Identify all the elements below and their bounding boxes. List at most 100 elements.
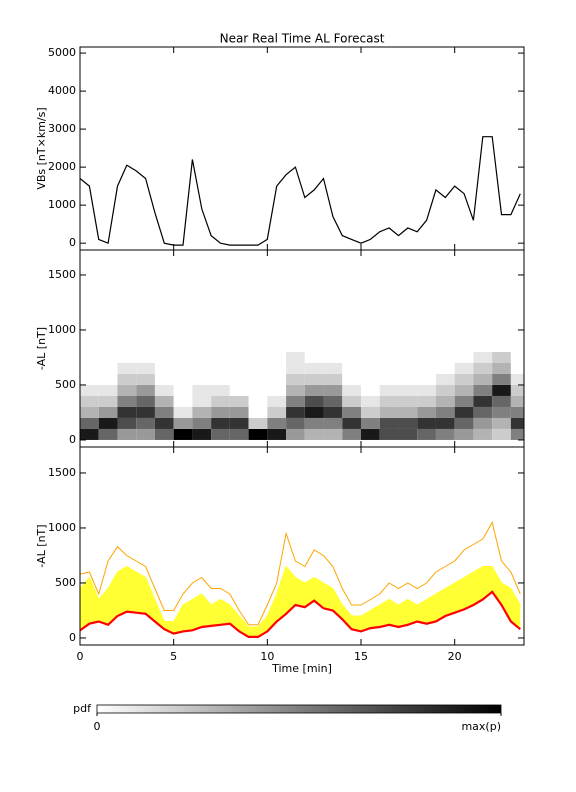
y-tick-label: 1500	[48, 466, 76, 479]
y-tick-label: 5000	[48, 46, 76, 59]
pdf-cell	[173, 384, 193, 396]
pdf-cell	[229, 362, 249, 374]
pdf-cell	[211, 373, 230, 385]
pdf-cell	[398, 395, 418, 407]
pdf-cell	[136, 351, 155, 363]
pdf-cell	[211, 417, 230, 429]
pdf-cell	[379, 406, 399, 418]
colorbar	[96, 704, 502, 714]
pdf-cell	[417, 428, 436, 440]
pdf-cell	[98, 395, 118, 407]
pdf-cell	[417, 395, 436, 407]
y-tick-label: 1000	[48, 198, 76, 211]
y-tick-label: 2000	[48, 160, 76, 173]
pdf-cell	[398, 428, 418, 440]
pdf-cell	[80, 351, 99, 363]
pdf-cell	[136, 395, 155, 407]
pdf-cell	[267, 395, 287, 407]
pdf-cell	[342, 417, 362, 429]
pdf-cell	[173, 362, 193, 374]
colorbar-label: pdf	[73, 702, 92, 715]
pdf-cell	[361, 417, 380, 429]
x-tick-label: 15	[354, 650, 368, 663]
pdf-cell	[117, 428, 137, 440]
pdf-cell	[136, 428, 155, 440]
pdf-cell	[473, 406, 493, 418]
y-tick-label: 0	[69, 433, 76, 446]
pdf-cell	[473, 428, 493, 440]
pdf-cell	[80, 373, 99, 385]
pdf-cell	[435, 406, 455, 418]
pdf-cell	[492, 362, 511, 374]
pdf-cell	[211, 428, 230, 440]
pdf-cell	[379, 417, 399, 429]
pdf-cell	[473, 351, 493, 363]
x-tick-label: 5	[170, 650, 177, 663]
pdf-cell	[473, 373, 493, 385]
pdf-cell	[454, 406, 474, 418]
pdf-cell	[117, 406, 137, 418]
pdf-cell	[435, 384, 455, 396]
pdf-cell	[98, 384, 118, 396]
pdf-cell	[379, 373, 399, 385]
y-axis-label: VBs [nT×km/s]	[35, 107, 48, 189]
plot-frame	[79, 446, 525, 646]
pdf-cell	[323, 384, 343, 396]
pdf-cell	[98, 428, 118, 440]
pdf-cell	[379, 384, 399, 396]
pdf-cell	[192, 417, 212, 429]
pdf-cell	[417, 417, 436, 429]
pdf-cell	[136, 406, 155, 418]
y-tick-label: 0	[69, 631, 76, 644]
pdf-cell	[342, 373, 362, 385]
pdf-cell	[173, 373, 193, 385]
pdf-cell	[361, 406, 380, 418]
pdf-cell	[323, 406, 343, 418]
pdf-cell	[211, 406, 230, 418]
pdf-cell	[361, 428, 380, 440]
pdf-cell	[398, 417, 418, 429]
pdf-cell	[454, 362, 474, 374]
quantile-band	[80, 566, 521, 637]
pdf-cell	[435, 417, 455, 429]
range-line	[80, 521, 521, 626]
y-tick-label: 500	[55, 378, 76, 391]
pdf-cell	[136, 417, 155, 429]
pdf-cell	[154, 362, 174, 374]
pdf-cell	[435, 373, 455, 385]
y-tick-label: 1000	[48, 323, 76, 336]
pdf-cell	[398, 406, 418, 418]
pdf-cell	[454, 417, 474, 429]
pdf-cell	[473, 395, 493, 407]
pdf-cell	[286, 351, 305, 363]
pdf-cell	[267, 351, 287, 363]
pdf-cell	[398, 373, 418, 385]
pdf-cell	[361, 373, 380, 385]
pdf-cell	[342, 362, 362, 374]
pdf-cell	[98, 406, 118, 418]
pdf-cell	[136, 373, 155, 385]
pdf-cell	[80, 362, 99, 374]
pdf-cell	[454, 373, 474, 385]
colorbar-tick-label: max(p)	[461, 720, 501, 733]
pdf-cell	[510, 428, 524, 440]
pdf-cell	[286, 362, 305, 374]
pdf-cell	[229, 406, 249, 418]
pdf-cell	[492, 417, 511, 429]
pdf-cell	[473, 417, 493, 429]
pdf-cell	[192, 428, 212, 440]
pdf-cell	[229, 428, 249, 440]
x-axis-label: Time [min]	[271, 662, 332, 675]
pdf-cell	[510, 373, 524, 385]
pdf-cell	[342, 351, 362, 363]
pdf-cell	[173, 428, 193, 440]
pdf-cell	[229, 417, 249, 429]
pdf-cell	[117, 417, 137, 429]
pdf-cell	[510, 351, 524, 363]
pdf-cell	[154, 373, 174, 385]
y-tick-label: 500	[55, 576, 76, 589]
y-axis-label: -AL [nT]	[35, 524, 48, 567]
pdf-cell	[267, 406, 287, 418]
pdf-cell	[342, 428, 362, 440]
